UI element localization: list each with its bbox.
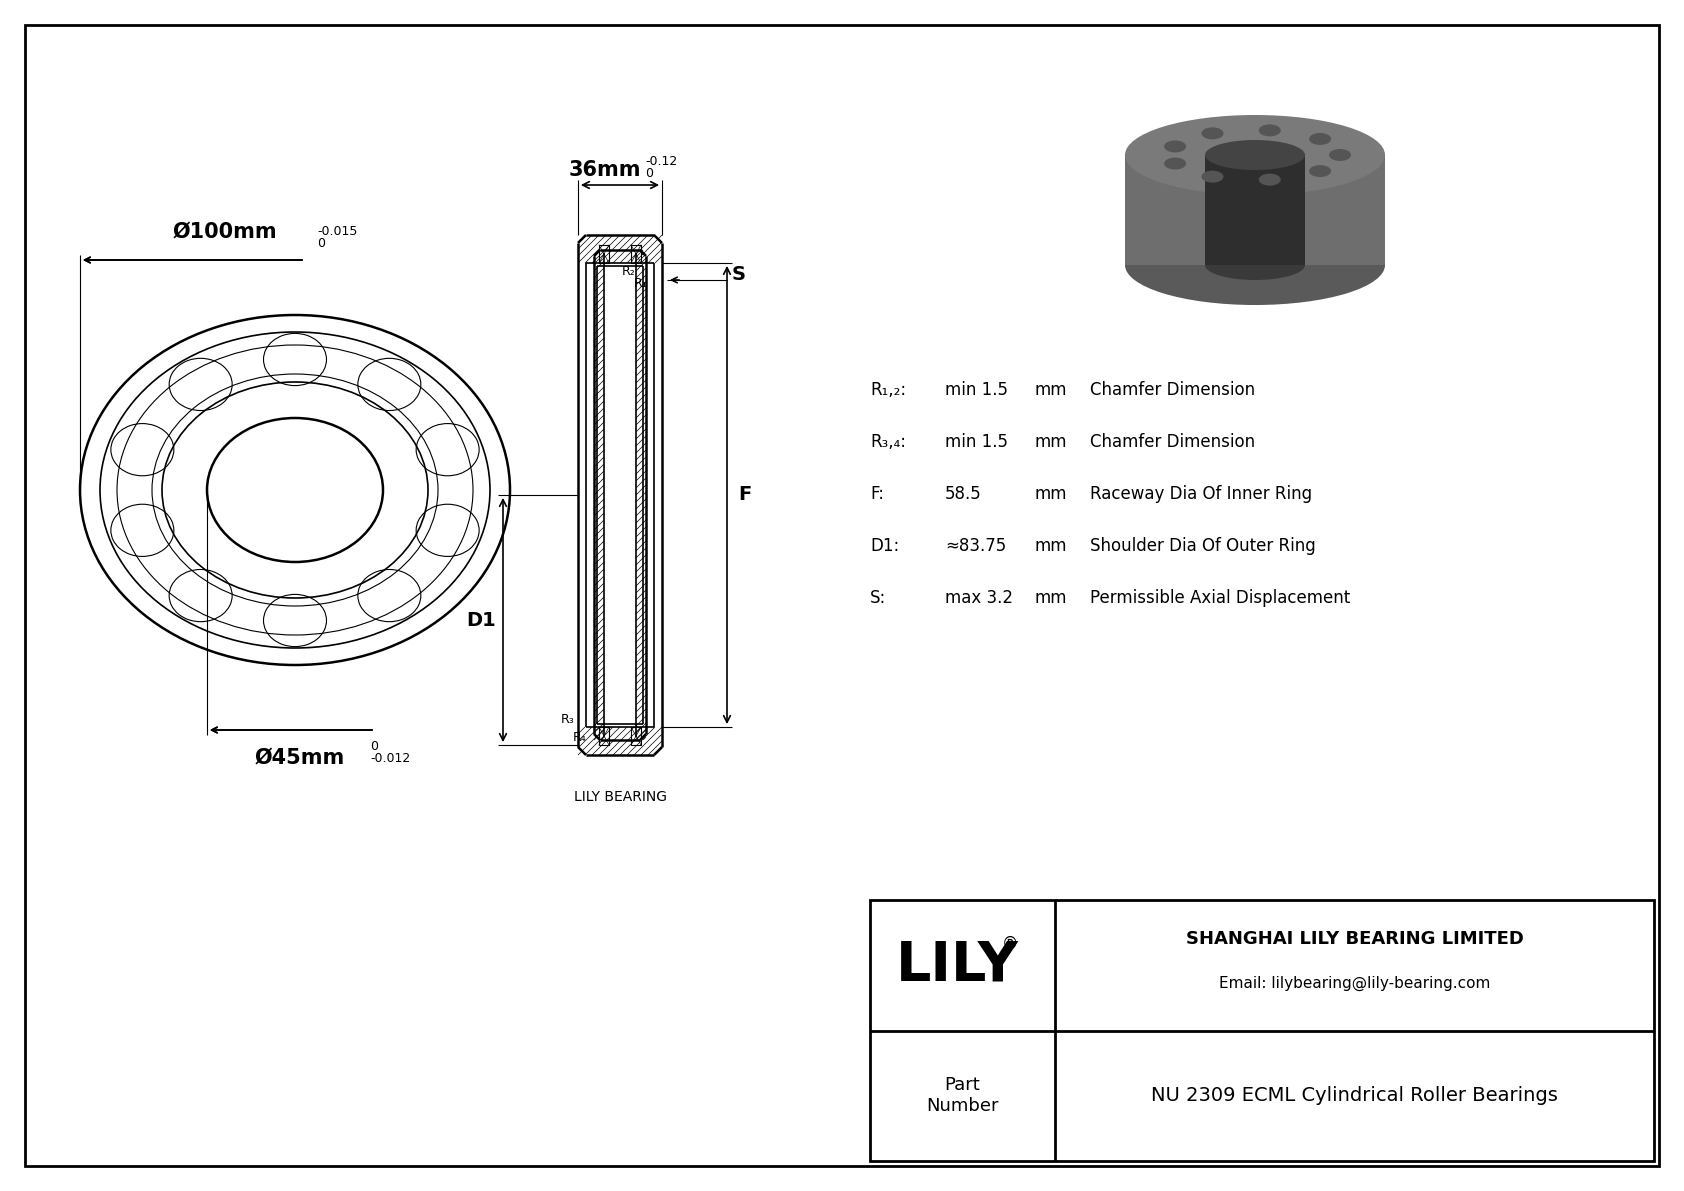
Text: S:: S:: [871, 590, 886, 607]
Text: R₂: R₂: [621, 266, 637, 278]
Text: Raceway Dia Of Inner Ring: Raceway Dia Of Inner Ring: [1090, 485, 1312, 503]
Text: LILY: LILY: [896, 939, 1019, 992]
Text: -0.12: -0.12: [645, 155, 677, 168]
Ellipse shape: [1258, 174, 1282, 186]
Text: D1:: D1:: [871, 537, 899, 555]
Text: 0: 0: [317, 237, 325, 250]
Text: Chamfer Dimension: Chamfer Dimension: [1090, 434, 1255, 451]
Text: mm: mm: [1036, 537, 1068, 555]
Text: 0: 0: [370, 740, 377, 753]
Bar: [632, 245, 642, 263]
Text: F:: F:: [871, 485, 884, 503]
Text: D1: D1: [466, 611, 495, 630]
Text: mm: mm: [1036, 381, 1068, 399]
Ellipse shape: [1125, 225, 1384, 305]
Text: 36mm: 36mm: [569, 160, 642, 180]
Text: 0: 0: [645, 167, 653, 180]
Text: LILY BEARING: LILY BEARING: [574, 790, 667, 804]
Bar: [1125, 155, 1384, 266]
Text: Part
Number: Part Number: [926, 1077, 999, 1115]
Text: R₄: R₄: [573, 731, 586, 744]
Text: F: F: [738, 486, 751, 505]
Text: R₃,₄:: R₃,₄:: [871, 434, 906, 451]
Text: 58.5: 58.5: [945, 485, 982, 503]
Ellipse shape: [1201, 170, 1224, 182]
Text: min 1.5: min 1.5: [945, 434, 1009, 451]
Bar: [600, 245, 610, 263]
Text: R₁,₂:: R₁,₂:: [871, 381, 906, 399]
Text: Shoulder Dia Of Outer Ring: Shoulder Dia Of Outer Ring: [1090, 537, 1315, 555]
Bar: [632, 727, 642, 746]
Text: mm: mm: [1036, 485, 1068, 503]
Text: S: S: [733, 266, 746, 285]
Text: -0.012: -0.012: [370, 752, 411, 765]
Bar: [1206, 155, 1305, 266]
Text: ≈83.75: ≈83.75: [945, 537, 1007, 555]
Text: NU 2309 ECML Cylindrical Roller Bearings: NU 2309 ECML Cylindrical Roller Bearings: [1152, 1086, 1558, 1105]
Ellipse shape: [1164, 157, 1186, 169]
Text: Ø100mm: Ø100mm: [173, 222, 278, 242]
Ellipse shape: [1206, 141, 1305, 170]
Text: min 1.5: min 1.5: [945, 381, 1009, 399]
Ellipse shape: [1308, 166, 1330, 177]
Text: mm: mm: [1036, 434, 1068, 451]
Ellipse shape: [1329, 149, 1351, 161]
Text: max 3.2: max 3.2: [945, 590, 1014, 607]
Text: Email: lilybearing@lily-bearing.com: Email: lilybearing@lily-bearing.com: [1219, 975, 1490, 991]
Ellipse shape: [1258, 124, 1282, 137]
Text: mm: mm: [1036, 590, 1068, 607]
Text: -0.015: -0.015: [317, 225, 357, 238]
Text: ®: ®: [1002, 934, 1019, 953]
Text: R₁: R₁: [633, 278, 648, 289]
Bar: [871, 900, 1654, 1161]
Ellipse shape: [1164, 141, 1186, 152]
Ellipse shape: [1308, 133, 1330, 145]
Text: R₃: R₃: [561, 713, 574, 727]
Ellipse shape: [1125, 116, 1384, 195]
Ellipse shape: [1206, 250, 1305, 280]
Ellipse shape: [1201, 127, 1224, 139]
Text: Permissible Axial Displacement: Permissible Axial Displacement: [1090, 590, 1351, 607]
Text: Chamfer Dimension: Chamfer Dimension: [1090, 381, 1255, 399]
Text: Ø45mm: Ø45mm: [254, 748, 345, 768]
Bar: [600, 727, 610, 746]
Text: SHANGHAI LILY BEARING LIMITED: SHANGHAI LILY BEARING LIMITED: [1186, 930, 1524, 948]
